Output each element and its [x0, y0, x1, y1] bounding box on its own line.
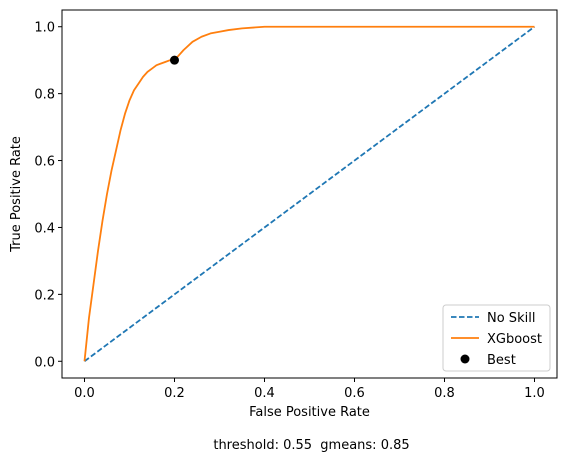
legend-xgboost-label: XGboost [487, 332, 542, 347]
x-tick-label: 0.2 [164, 386, 185, 401]
y-axis-ticks: 0.0 0.2 0.4 0.6 0.8 1.0 [34, 21, 62, 370]
y-axis-label: True Positive Rate [9, 136, 24, 253]
x-tick-label: 0.4 [254, 386, 275, 401]
x-axis-label: False Positive Rate [249, 405, 370, 420]
y-tick-label: 0.6 [34, 155, 55, 170]
y-tick-label: 0.4 [34, 221, 55, 236]
y-tick-label: 0.2 [34, 288, 55, 303]
x-tick-label: 0.6 [344, 386, 365, 401]
y-tick-label: 0.0 [34, 355, 55, 370]
y-tick-label: 0.8 [34, 88, 55, 103]
series-layer [83, 25, 536, 362]
x-tick-label: 1.0 [524, 386, 545, 401]
legend-best-label: Best [487, 353, 516, 368]
legend-no-skill-label: No Skill [487, 311, 535, 326]
y-tick-label: 1.0 [34, 21, 55, 36]
xgboost-line [83, 25, 535, 362]
x-tick-label: 0.8 [434, 386, 455, 401]
legend: No Skill XGboost Best [442, 304, 551, 372]
roc-chart: 0.0 0.2 0.4 0.6 0.8 1.0 0.0 0.2 0.4 0.6 0.8 1.0 Fa… [9, 9, 558, 420]
x-axis-ticks: 0.0 0.2 0.4 0.6 0.8 1.0 [74, 378, 545, 401]
footer-caption: threshold: 0.55 gmeans: 0.85 [213, 438, 410, 453]
legend-box [442, 304, 551, 372]
x-tick-label: 0.0 [74, 386, 95, 401]
no-skill-line [83, 26, 536, 362]
best-point [170, 55, 179, 65]
legend-best-marker [460, 354, 470, 364]
